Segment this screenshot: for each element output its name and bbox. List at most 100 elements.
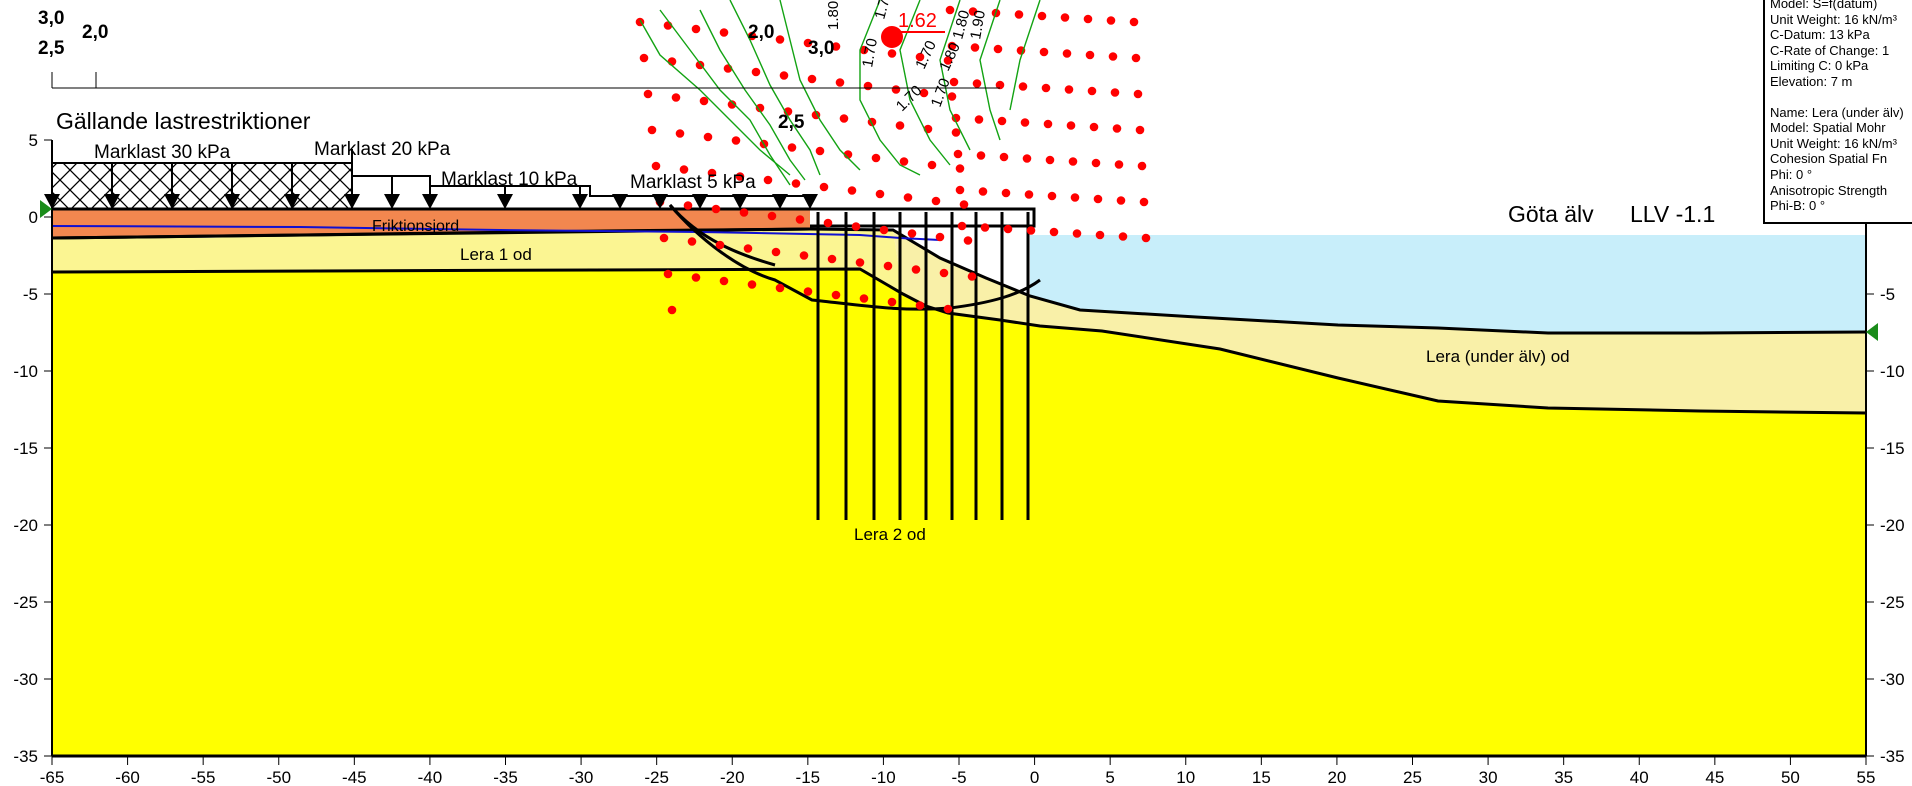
x-tick-label: 0	[1030, 768, 1039, 786]
contour-line	[1009, 0, 1041, 111]
grid-center-dot	[719, 28, 729, 37]
contour-label: 1.80	[949, 8, 973, 41]
center-label-2-5: 2,5	[778, 112, 805, 133]
grid-center-dot	[1108, 52, 1118, 61]
grid-center-dot	[1070, 193, 1080, 202]
lera-under-alv-region	[893, 230, 1866, 413]
x-tick-label: -30	[569, 768, 594, 786]
load-5-label: Marklast 5 kPa	[630, 172, 756, 193]
grid-center-dot	[1091, 158, 1101, 168]
grid-center-dot	[835, 78, 845, 87]
grid-center-dot	[747, 280, 757, 289]
grid-center-dot	[703, 132, 713, 142]
grid-center-dot	[1037, 11, 1047, 21]
grid-center-dot	[659, 233, 669, 243]
grid-center-dot	[1139, 197, 1149, 207]
grid-center-dot	[1110, 88, 1120, 97]
y-tick-label-right: -15	[1880, 439, 1905, 458]
y-tick-label-left: -15	[13, 439, 38, 458]
grid-center-dot	[699, 96, 709, 106]
y-tick-label-left: -5	[23, 285, 38, 304]
lera-2-label: Lera 2 od	[854, 525, 926, 544]
load-30-label: Marklast 30 kPa	[94, 142, 231, 163]
x-tick-label: -25	[644, 768, 669, 786]
critical-slip-surface	[668, 204, 1041, 311]
lera-1-label: Lera 1 od	[460, 245, 532, 264]
grid-center-dot	[667, 305, 677, 315]
grid-center-dot	[707, 168, 717, 178]
x-tick-label: 30	[1479, 768, 1498, 786]
x-tick-label: 45	[1705, 768, 1724, 786]
grid-center-dot	[1141, 233, 1151, 243]
grid-center-dot	[855, 258, 865, 267]
grid-center-dot	[859, 294, 869, 303]
y-tick-label-left: -10	[13, 362, 38, 381]
grid-center-dot	[963, 236, 973, 245]
grid-center-dot	[899, 157, 909, 166]
x-tick-label: 25	[1403, 768, 1422, 786]
load-arrow-head	[422, 194, 438, 209]
property-line: Model: Spatial Mohr	[1770, 120, 1886, 136]
load-30-box	[51, 162, 353, 210]
property-line: Name: Lera (under älv)	[1770, 104, 1904, 120]
lera-under-alv-label: Lera (under älv) od	[1426, 347, 1570, 366]
grid-center-dot	[735, 172, 745, 181]
grid-center-dot	[1095, 230, 1105, 240]
grid-center-dot	[931, 196, 941, 206]
grid-center-dot	[671, 93, 681, 102]
right-support-marker	[1866, 323, 1878, 341]
y-tick-label-left: -20	[13, 516, 38, 535]
load-arrow-head	[344, 194, 360, 209]
load-arrow-head	[772, 194, 788, 209]
grid-center-dot	[935, 232, 945, 242]
x-tick-label: -65	[40, 768, 65, 786]
y-tick-label-right: -35	[1880, 747, 1905, 766]
grid-center-dot	[807, 74, 817, 84]
property-line: C-Rate of Change: 1	[1770, 42, 1890, 58]
grid-center-dot	[771, 247, 781, 257]
grid-center-dot	[951, 113, 961, 123]
grid-center-dot	[951, 128, 961, 137]
embankment-fill-outline	[810, 207, 1036, 228]
grid-center-dot	[887, 297, 897, 307]
x-tick-label: -15	[796, 768, 821, 786]
grid-center-dot	[803, 38, 813, 48]
property-line: Anisotropic Strength	[1770, 182, 1888, 198]
contour-line	[699, 9, 806, 181]
grid-center-dot	[1043, 119, 1053, 129]
center-label-2-0: 2,0	[748, 22, 774, 43]
grid-center-dot	[980, 223, 990, 232]
grid-center-dot	[1022, 154, 1032, 163]
grid-center-dot	[779, 71, 789, 80]
grid-center-dot	[815, 146, 825, 156]
grid-center-dot	[1133, 89, 1143, 99]
property-line: Model: S=f(datum)	[1770, 0, 1878, 11]
grid-center-dot	[1026, 226, 1036, 235]
grid-center-dot	[1039, 47, 1049, 57]
property-line: Unit Weight: 16 kN/m³	[1770, 11, 1897, 27]
contour-line	[639, 19, 791, 176]
grid-center-dot	[972, 79, 982, 88]
contour-line	[979, 0, 1001, 141]
grid-center-dot	[1049, 227, 1059, 237]
grid-center-dot	[751, 67, 761, 77]
load-arrow-head	[104, 194, 120, 209]
friktionsjord-label: Friktionsjord	[372, 218, 459, 235]
grid-center-dot	[787, 143, 797, 152]
surface-loads	[51, 149, 811, 210]
y-tick-label-right: -5	[1880, 285, 1895, 304]
fs-contours	[639, 0, 1041, 186]
grid-center-dot	[743, 244, 753, 253]
grid-center-dot	[955, 185, 965, 195]
load-title: Gällande lastrestriktioner	[56, 108, 311, 134]
grid-center-dot	[1112, 124, 1122, 133]
grid-center-dot	[791, 179, 801, 188]
grid-center-dot	[1066, 121, 1076, 130]
contour-line	[899, 0, 951, 166]
grid-center-dot	[911, 265, 921, 274]
material-properties-box: Model: S=f(datum) Unit Weight: 16 kN/m³ C-…	[1763, 0, 1912, 224]
load-arrow-head	[224, 194, 240, 209]
grid-center-dot	[839, 114, 849, 123]
grid-center-dot	[767, 211, 777, 221]
